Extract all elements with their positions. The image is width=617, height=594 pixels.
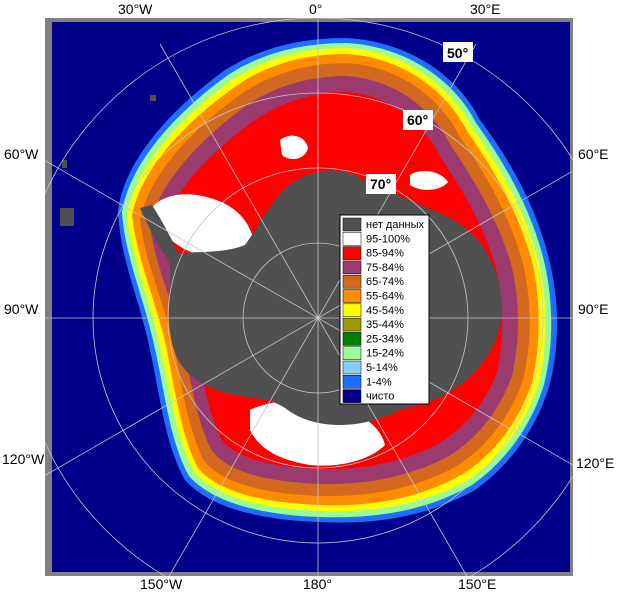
legend-label-0: нет данных: [366, 219, 425, 231]
lon-label-150e: 150°E: [458, 576, 496, 592]
lon-label-180: 180°: [303, 576, 332, 592]
lat-label-70-bg: [366, 174, 396, 194]
lon-label-0: 0°: [309, 1, 322, 17]
lon-label-60e: 60°E: [578, 146, 609, 162]
lon-label-150w: 150°W: [140, 576, 183, 592]
legend-swatch-0: [342, 217, 362, 232]
legend-swatch-11: [342, 375, 362, 389]
lat-label-50-bg: [443, 42, 473, 62]
legend-swatch-9: [342, 346, 362, 360]
legend-swatch-12: [342, 389, 362, 403]
legend-label-11: 1-4%: [366, 376, 392, 388]
lon-label-90w: 90°W: [4, 301, 39, 317]
antarctic-peninsula: [140, 205, 180, 262]
legend-label-1: 95-100%: [366, 233, 410, 245]
legend-swatch-1: [342, 232, 362, 246]
legend-swatch-2: [342, 246, 362, 260]
legend-label-10: 5-14%: [366, 362, 398, 374]
legend-swatch-7: [342, 317, 362, 332]
meridian-60e-120w: [45, 170, 573, 476]
legend-label-2: 85-94%: [366, 248, 404, 260]
legend-label-12: чисто: [366, 391, 394, 403]
lat-label-60-bg: [403, 110, 433, 130]
legend-swatch-4: [342, 274, 362, 289]
lon-label-60w: 60°W: [4, 146, 39, 162]
lon-label-30e: 30°E: [470, 1, 501, 17]
legend-swatch-10: [342, 360, 362, 375]
legend-swatch-8: [342, 332, 362, 346]
legend-label-9: 15-24%: [366, 348, 404, 360]
lon-label-30w: 30°W: [118, 1, 153, 17]
lat-label-70: 70°: [370, 176, 391, 192]
lon-label-120e: 120°E: [576, 455, 614, 471]
legend-label-3: 75-84%: [366, 262, 404, 274]
legend-swatch-6: [342, 303, 362, 318]
ice-patch-95-100-small2: [410, 170, 448, 190]
legend-swatch-5: [342, 289, 362, 303]
legend-label-7: 35-44%: [366, 319, 404, 331]
legend-label-8: 25-34%: [366, 333, 404, 345]
lon-label-90e: 90°E: [578, 301, 609, 317]
nodata-speck-2: [62, 160, 67, 168]
legend-label-5: 55-64%: [366, 291, 404, 303]
legend: нет данных 95-100% 85-94% 75-84% 65-74% 55-64…: [339, 214, 430, 405]
nodata-speck-1: [60, 208, 74, 226]
legend-label-6: 45-54%: [366, 305, 404, 317]
legend-swatch-3: [342, 260, 362, 275]
ice-patch-95-100-small1: [280, 135, 308, 160]
lat-label-50: 50°: [447, 45, 468, 61]
legend-label-4: 65-74%: [366, 276, 404, 288]
lon-label-120w: 120°W: [2, 451, 45, 467]
nodata-speck-3: [150, 95, 156, 101]
lat-label-60: 60°: [407, 112, 428, 128]
ice-patch-95-100-weddell: [150, 194, 255, 255]
